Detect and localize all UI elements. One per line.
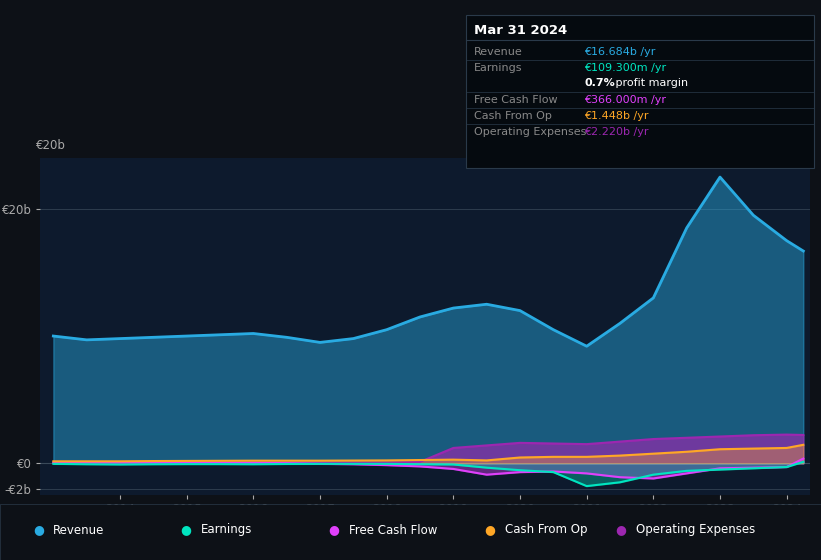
Text: 0.7%: 0.7% [584, 78, 615, 88]
Text: Cash From Op: Cash From Op [474, 111, 552, 121]
Text: ●: ● [328, 524, 339, 536]
Text: €16.684b /yr: €16.684b /yr [584, 47, 655, 57]
Text: Revenue: Revenue [53, 524, 105, 536]
Text: Earnings: Earnings [201, 524, 253, 536]
Text: €109.300m /yr: €109.300m /yr [584, 63, 666, 73]
Text: Earnings: Earnings [474, 63, 522, 73]
Text: Mar 31 2024: Mar 31 2024 [474, 24, 567, 36]
Text: €366.000m /yr: €366.000m /yr [584, 95, 666, 105]
Text: Free Cash Flow: Free Cash Flow [349, 524, 438, 536]
Text: ●: ● [484, 524, 495, 536]
Text: Cash From Op: Cash From Op [505, 524, 587, 536]
Text: €20b: €20b [36, 139, 66, 152]
Text: €1.448b /yr: €1.448b /yr [584, 111, 649, 121]
Text: profit margin: profit margin [612, 78, 688, 88]
Text: Revenue: Revenue [474, 47, 523, 57]
Text: ●: ● [181, 524, 191, 536]
Text: ●: ● [616, 524, 626, 536]
Text: Operating Expenses: Operating Expenses [636, 524, 755, 536]
Text: ●: ● [33, 524, 44, 536]
Text: Operating Expenses: Operating Expenses [474, 127, 586, 137]
Text: €2.220b /yr: €2.220b /yr [584, 127, 649, 137]
Text: Free Cash Flow: Free Cash Flow [474, 95, 557, 105]
